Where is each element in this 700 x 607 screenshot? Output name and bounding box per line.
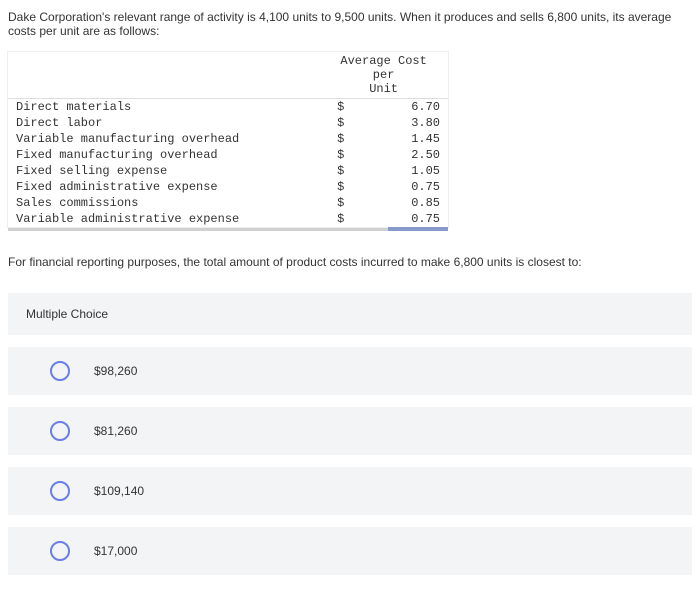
currency-symbol: $ [319, 211, 362, 227]
question-intro: Dake Corporation's relevant range of act… [0, 0, 700, 52]
cost-label: Variable administrative expense [8, 211, 319, 227]
currency-symbol: $ [319, 131, 362, 147]
cost-amount: 1.05 [362, 163, 448, 179]
radio-icon [50, 421, 70, 441]
cost-label: Fixed administrative expense [8, 179, 319, 195]
table-header-line2: Unit [369, 82, 398, 96]
table-row: Sales commissions $ 0.85 [8, 195, 448, 211]
cost-amount: 3.80 [362, 115, 448, 131]
cost-label: Direct materials [8, 99, 319, 116]
radio-icon [50, 361, 70, 381]
table-row: Fixed selling expense $ 1.05 [8, 163, 448, 179]
cost-amount: 6.70 [362, 99, 448, 116]
table-row: Variable manufacturing overhead $ 1.45 [8, 131, 448, 147]
cost-amount: 1.45 [362, 131, 448, 147]
table-header-line1: Average Cost per [340, 54, 426, 82]
cost-label: Direct labor [8, 115, 319, 131]
currency-symbol: $ [319, 163, 362, 179]
cost-amount: 2.50 [362, 147, 448, 163]
cost-label: Fixed selling expense [8, 163, 319, 179]
currency-symbol: $ [319, 115, 362, 131]
multiple-choice-section: Multiple Choice $98,260 $81,260 $109,140… [0, 293, 700, 607]
table-row: Direct materials $ 6.70 [8, 99, 448, 116]
radio-icon [50, 481, 70, 501]
followup-question: For financial reporting purposes, the to… [0, 231, 700, 293]
mc-option-label: $98,260 [94, 364, 137, 378]
table-row: Fixed manufacturing overhead $ 2.50 [8, 147, 448, 163]
mc-option-b[interactable]: $81,260 [8, 407, 692, 455]
currency-symbol: $ [319, 195, 362, 211]
table-row: Direct labor $ 3.80 [8, 115, 448, 131]
cost-label: Fixed manufacturing overhead [8, 147, 319, 163]
table-header: Average Cost per Unit [319, 52, 448, 99]
mc-option-a[interactable]: $98,260 [8, 347, 692, 395]
table-row: Variable administrative expense $ 0.75 [8, 211, 448, 227]
cost-table-container: Average Cost per Unit Direct materials $… [8, 52, 448, 231]
mc-option-label: $81,260 [94, 424, 137, 438]
cost-amount: 0.75 [362, 211, 448, 227]
currency-symbol: $ [319, 99, 362, 116]
radio-icon [50, 541, 70, 561]
multiple-choice-heading: Multiple Choice [8, 293, 692, 335]
table-header-blank [8, 52, 319, 99]
mc-option-label: $109,140 [94, 484, 144, 498]
mc-option-d[interactable]: $17,000 [8, 527, 692, 575]
cost-label: Variable manufacturing overhead [8, 131, 319, 147]
table-row: Fixed administrative expense $ 0.75 [8, 179, 448, 195]
cost-amount: 0.85 [362, 195, 448, 211]
mc-option-label: $17,000 [94, 544, 137, 558]
cost-table: Average Cost per Unit Direct materials $… [8, 52, 448, 227]
currency-symbol: $ [319, 179, 362, 195]
cost-label: Sales commissions [8, 195, 319, 211]
cost-amount: 0.75 [362, 179, 448, 195]
currency-symbol: $ [319, 147, 362, 163]
mc-option-c[interactable]: $109,140 [8, 467, 692, 515]
